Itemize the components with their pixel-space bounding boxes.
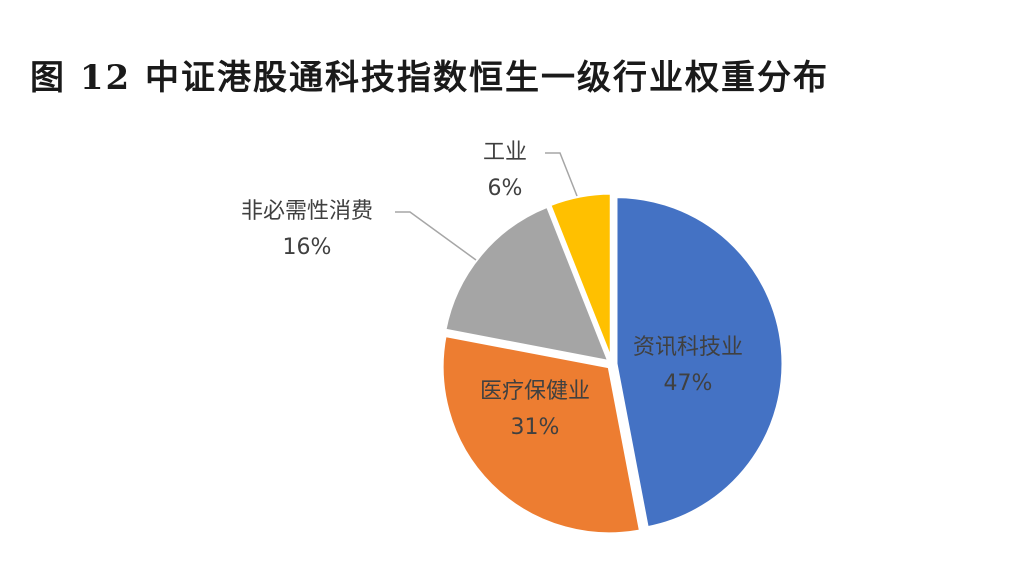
slice-label: 资讯科技业: [633, 335, 743, 360]
value-label: 31%: [511, 415, 560, 440]
slice-label: 医疗保健业: [480, 379, 590, 404]
value-label: 16%: [283, 235, 332, 260]
pie-slice: [614, 195, 785, 530]
leader-line: [545, 152, 578, 197]
pie-slice: [440, 333, 643, 536]
value-label: 47%: [664, 371, 713, 396]
chart-title: 图 12 中证港股通科技指数恒生一级行业权重分布: [30, 58, 829, 98]
leader-line: [395, 211, 477, 261]
slice-label: 工业: [483, 140, 527, 165]
slice-label: 非必需性消费: [241, 199, 373, 224]
pie-slice: [547, 191, 613, 361]
pie-slice: [443, 204, 612, 364]
value-label: 6%: [488, 176, 523, 201]
